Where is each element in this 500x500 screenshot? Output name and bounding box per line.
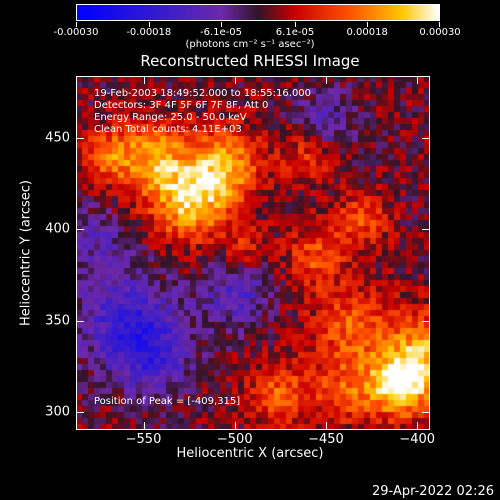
x-tick-mark: [417, 422, 419, 430]
y-tick-label: 300: [45, 404, 70, 420]
x-tick-label: −500: [216, 432, 253, 447]
colorbar-tick-mark: [439, 22, 440, 27]
colorbar-tick-label: -0.00030: [53, 27, 99, 38]
energy-range: Energy Range: 25.0 - 50.0 keV: [94, 112, 247, 123]
timestamp: 29-Apr-2022 02:26: [372, 484, 494, 499]
peak-position: Position of Peak = [-409,315]: [94, 396, 241, 407]
colorbar-tick-label: 6.1e-05: [275, 27, 315, 38]
colorbar-tick-label: 0.00030: [419, 27, 461, 38]
x-tick-mark: [325, 422, 327, 430]
colorbar-tick-mark: [295, 22, 296, 27]
x-tick-mark: [234, 76, 236, 84]
y-tick-mark: [422, 320, 430, 322]
colorbar-units: (photons cm⁻² s⁻¹ asec⁻²): [185, 39, 315, 50]
heatmap-image: [76, 76, 430, 430]
y-tick-label: 350: [45, 313, 70, 328]
y-tick-mark: [422, 411, 430, 413]
chart-title: Reconstructed RHESSI Image: [140, 52, 360, 70]
y-tick-mark: [422, 229, 430, 231]
colorbar-tick-mark: [220, 22, 222, 27]
x-tick-mark: [234, 422, 236, 430]
plot-frame: [76, 76, 430, 430]
x-tick-mark: [143, 76, 145, 84]
colorbar-tick-label: 0.00018: [346, 27, 388, 38]
y-tick-mark: [76, 411, 84, 413]
x-tick-mark: [143, 422, 145, 430]
x-tick-label: −450: [308, 432, 344, 447]
x-tick-mark: [325, 76, 327, 84]
clean-info: Clean Total counts: 4.11E+03: [94, 124, 242, 135]
x-axis-label: Heliocentric X (arcsec): [176, 446, 324, 461]
y-tick-mark: [76, 229, 84, 231]
x-tick-mark: [417, 76, 419, 84]
colorbar: [76, 4, 440, 21]
y-tick-mark: [76, 138, 84, 140]
y-tick-mark: [422, 138, 430, 140]
y-tick-label: 450: [45, 130, 70, 146]
colorbar-tick-label: -0.00018: [126, 27, 172, 38]
colorbar-tick-mark: [148, 22, 150, 27]
colorbar-tick-mark: [76, 22, 77, 27]
plot-area: [76, 76, 430, 430]
y-axis-label: Heliocentric Y (arcsec): [18, 180, 34, 326]
y-tick-label: 400: [45, 221, 70, 237]
y-tick-mark: [76, 320, 84, 322]
detectors-info: Detectors: 3F 4F 5F 6F 7F 8F, Att 0: [94, 100, 269, 111]
observation-time: 19-Feb-2003 18:49:52.000 to 18:55:16.000: [94, 88, 312, 99]
colorbar-tick-mark: [367, 22, 369, 27]
colorbar-tick-label: -6.1e-05: [199, 27, 242, 38]
x-tick-label: −400: [399, 432, 436, 447]
x-tick-label: −550: [125, 432, 162, 447]
